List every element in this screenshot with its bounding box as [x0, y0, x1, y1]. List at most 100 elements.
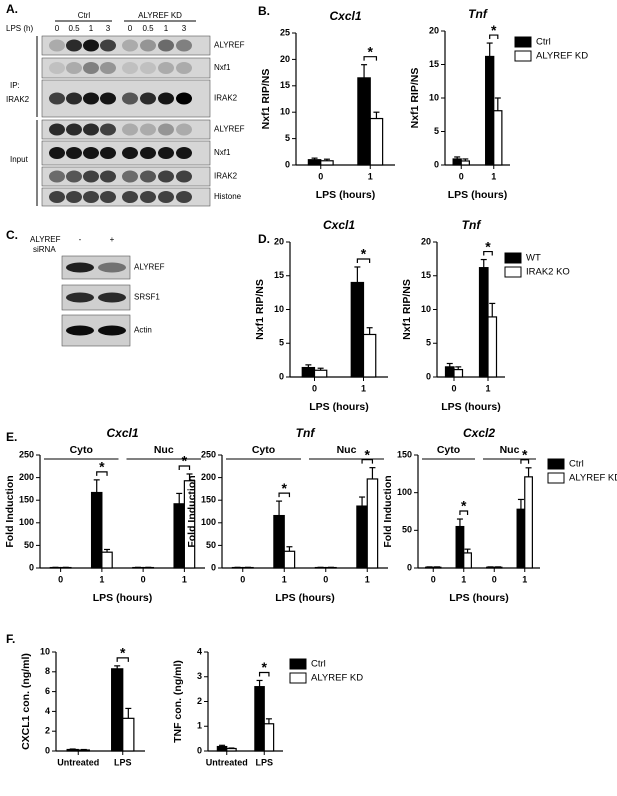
- y-tick-label: 20: [429, 25, 439, 35]
- bar: [460, 160, 470, 166]
- blot-label: LPS (h): [6, 24, 33, 33]
- blot-band: [122, 191, 138, 203]
- chart-title: Cxcl1: [323, 218, 355, 232]
- lane-label: 0: [128, 24, 133, 33]
- chart-title: Cxcl1: [106, 426, 138, 440]
- y-tick-label: 2: [197, 696, 202, 706]
- y-tick-label: 0: [211, 562, 216, 572]
- blot-band: [66, 325, 94, 336]
- y-tick-label: 0: [407, 562, 412, 572]
- blot-band: [100, 62, 116, 74]
- blot-label: siRNA: [33, 245, 56, 254]
- y-tick-label: 50: [206, 540, 216, 550]
- blot-band: [49, 92, 65, 105]
- x-tick-label: 1: [99, 574, 104, 584]
- y-tick-label: 15: [429, 59, 439, 69]
- x-tick-label: LPS: [114, 757, 132, 767]
- lane-label: +: [110, 235, 115, 244]
- blot-band: [66, 147, 82, 159]
- y-tick-label: 20: [280, 54, 290, 64]
- blot-row-label: ALYREF: [214, 125, 245, 134]
- panel-label: B.: [258, 4, 270, 18]
- blot-band: [140, 123, 156, 136]
- significance-bracket: [178, 465, 191, 470]
- annotation: *: [365, 446, 371, 462]
- group-label: Cyto: [437, 444, 460, 456]
- x-axis-label: LPS (hours): [449, 592, 509, 604]
- blot-band: [122, 123, 138, 136]
- x-tick-label: 1: [485, 383, 490, 393]
- bar: [369, 117, 384, 166]
- annotation: *: [282, 480, 288, 496]
- blot-band: [66, 292, 94, 303]
- annotation: *: [361, 246, 367, 262]
- chart-title: Cxcl1: [329, 9, 361, 23]
- bar: [216, 745, 228, 752]
- blot-label: ALYREF: [30, 235, 61, 244]
- y-tick-label: 3: [197, 671, 202, 681]
- x-tick-label: 0: [318, 171, 323, 181]
- x-tick-label: 0: [431, 574, 436, 584]
- y-tick-label: 100: [397, 487, 412, 497]
- bar: [444, 366, 455, 378]
- y-axis-label: Nxf1 RIP/NS: [409, 68, 421, 129]
- y-tick-label: 10: [40, 646, 50, 656]
- x-tick-label: 1: [368, 171, 373, 181]
- panel-label: F.: [6, 632, 15, 646]
- significance-bracket: [96, 471, 108, 476]
- blot-band: [122, 39, 138, 52]
- y-tick-label: 4: [197, 646, 202, 656]
- bar: [350, 281, 365, 378]
- legend-swatch: [514, 36, 532, 48]
- significance-bracket: [459, 510, 469, 516]
- bar: [77, 749, 90, 752]
- x-tick-label: 1: [461, 574, 466, 584]
- y-tick-label: 0: [279, 371, 284, 381]
- blot-band: [83, 191, 99, 203]
- lane-label: 3: [106, 24, 111, 33]
- bar: [307, 159, 322, 166]
- lane-label: 0.5: [142, 24, 154, 33]
- legend-swatch: [504, 266, 522, 278]
- blot-label: IP:: [10, 81, 20, 90]
- blot-strip: [41, 119, 211, 140]
- blot-band: [98, 325, 126, 336]
- blot-band: [66, 39, 82, 52]
- y-axis-label: Nxf1 RIP/NS: [260, 69, 272, 130]
- y-axis-label: Fold Induction: [186, 475, 198, 547]
- x-tick-label: 0: [451, 383, 456, 393]
- x-tick-label: 0: [141, 574, 146, 584]
- blot-band: [83, 62, 99, 74]
- blot-band: [176, 39, 192, 52]
- annotation: *: [262, 659, 268, 675]
- lane-label: 1: [164, 24, 169, 33]
- y-tick-label: 15: [280, 80, 290, 90]
- blot-band: [66, 123, 82, 136]
- bar: [320, 160, 334, 166]
- bar: [524, 476, 533, 569]
- blot-band: [49, 147, 65, 159]
- blot-band: [140, 39, 156, 52]
- significance-bracket: [258, 671, 270, 677]
- bar: [432, 566, 442, 569]
- legend-label: Ctrl: [311, 659, 326, 670]
- panel-label: D.: [258, 232, 270, 246]
- blot-band: [140, 191, 156, 203]
- group-label: Nuc: [154, 444, 174, 456]
- y-tick-label: 0: [29, 562, 34, 572]
- x-tick-label: 1: [522, 574, 527, 584]
- chart-title: Cxcl2: [463, 426, 495, 440]
- annotation: *: [491, 22, 497, 38]
- legend-label: Ctrl: [569, 459, 584, 470]
- legend-label: ALYREF KD: [569, 473, 617, 484]
- y-tick-label: 250: [201, 449, 216, 459]
- blot-band: [49, 39, 65, 52]
- blot-row-label: ALYREF: [214, 41, 245, 50]
- y-tick-label: 200: [19, 472, 34, 482]
- y-tick-label: 0: [434, 159, 439, 169]
- blot-label: IRAK2: [6, 95, 30, 104]
- bar: [283, 550, 296, 569]
- bar: [301, 366, 316, 378]
- y-tick-label: 20: [421, 236, 431, 246]
- blot-row-label: IRAK2: [214, 172, 238, 181]
